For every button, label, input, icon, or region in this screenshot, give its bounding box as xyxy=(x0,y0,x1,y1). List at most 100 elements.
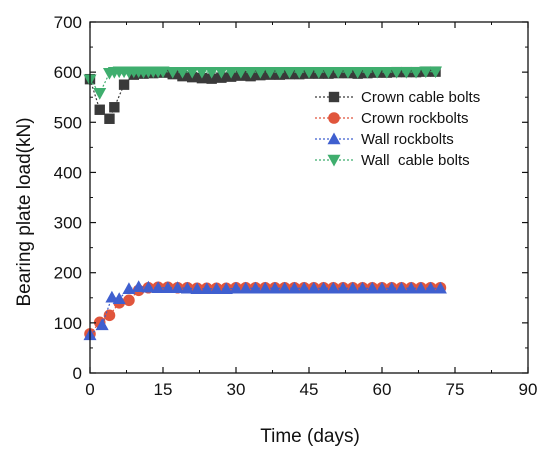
series-triangle-up xyxy=(83,280,447,341)
data-point xyxy=(433,281,447,294)
data-point xyxy=(292,66,306,79)
data-point xyxy=(95,318,109,331)
data-point xyxy=(409,66,423,79)
data-point xyxy=(195,66,209,79)
series-triangle-down xyxy=(83,66,443,100)
labels-layer: Time (days) Bearing plate load(kN) xyxy=(14,117,360,447)
data-point xyxy=(356,281,370,294)
data-point xyxy=(375,281,389,294)
data-point xyxy=(122,282,136,294)
data-point xyxy=(321,66,335,79)
data-point xyxy=(161,281,175,293)
y-tick-label: 200 xyxy=(54,264,82,283)
data-point xyxy=(123,294,135,307)
x-tick-label: 0 xyxy=(85,380,94,399)
legend-label: Wall cable bolts xyxy=(361,152,470,169)
data-point xyxy=(419,66,433,79)
data-point xyxy=(283,66,297,79)
data-point xyxy=(390,66,404,79)
data-point xyxy=(185,66,199,79)
legend-marker xyxy=(328,112,340,124)
data-point xyxy=(297,281,311,294)
data-point xyxy=(278,281,292,294)
y-tick-label: 700 xyxy=(54,13,82,32)
data-point xyxy=(112,292,126,304)
data-point xyxy=(214,66,228,79)
data-point xyxy=(200,282,214,294)
data-point xyxy=(394,281,408,294)
data-point xyxy=(171,281,185,293)
x-tick-label: 75 xyxy=(446,380,465,399)
data-point xyxy=(326,281,340,294)
legend-label: Crown rockbolts xyxy=(361,110,469,127)
data-point xyxy=(175,66,189,79)
data-point xyxy=(429,66,443,79)
data-point xyxy=(224,66,238,79)
data-point xyxy=(341,66,355,79)
data-point xyxy=(206,73,217,84)
legend-marker xyxy=(327,132,341,145)
y-tick-label: 400 xyxy=(54,163,82,182)
y-tick-label: 600 xyxy=(54,63,82,82)
data-point xyxy=(365,281,379,294)
data-point xyxy=(105,290,119,303)
data-point xyxy=(302,66,316,79)
legend-marker xyxy=(327,154,341,167)
axes-layer: 0 15 30 45 60 75 90 0 100 200 300 400 500 600 700 xyxy=(54,13,538,399)
data-point xyxy=(190,282,204,294)
data-point xyxy=(331,66,345,79)
data-point xyxy=(268,281,282,294)
legend-marker xyxy=(328,91,340,103)
legend-label: Crown cable bolts xyxy=(361,89,480,106)
data-point xyxy=(399,66,413,79)
y-tick-label: 500 xyxy=(54,113,82,132)
x-tick-label: 60 xyxy=(373,380,392,399)
data-point xyxy=(244,66,258,79)
data-point xyxy=(205,66,219,79)
data-point xyxy=(424,281,438,294)
data-point xyxy=(229,281,243,294)
data-point xyxy=(404,281,418,294)
data-point xyxy=(336,281,350,294)
series-layer xyxy=(83,66,447,341)
y-tick-label: 100 xyxy=(54,314,82,333)
data-point xyxy=(141,280,155,293)
y-tick-label: 300 xyxy=(54,214,82,233)
x-tick-label: 30 xyxy=(227,380,246,399)
data-point xyxy=(370,66,384,79)
data-point xyxy=(351,66,365,79)
data-point xyxy=(239,281,253,294)
data-point xyxy=(219,282,233,294)
data-point xyxy=(380,66,394,79)
data-point xyxy=(210,282,224,294)
data-point xyxy=(263,66,277,79)
legend-label: Wall rockbolts xyxy=(361,131,454,148)
x-tick-label: 90 xyxy=(519,380,538,399)
data-point xyxy=(346,281,360,294)
data-point xyxy=(94,104,105,115)
data-point xyxy=(253,66,267,79)
data-point xyxy=(166,66,180,79)
data-point xyxy=(234,66,248,79)
data-point xyxy=(104,113,115,124)
data-point xyxy=(273,66,287,79)
data-point xyxy=(180,281,194,294)
data-point xyxy=(109,102,120,113)
data-point xyxy=(385,281,399,294)
data-point xyxy=(248,281,262,294)
data-point xyxy=(317,281,331,294)
data-point xyxy=(312,66,326,79)
x-tick-label: 45 xyxy=(300,380,319,399)
data-point xyxy=(132,280,146,292)
series-line xyxy=(89,71,436,95)
y-tick-label: 0 xyxy=(73,364,82,383)
legend: Crown cable bolts Crown rockbolts Wall roc… xyxy=(315,89,480,169)
data-point xyxy=(287,281,301,294)
data-point xyxy=(156,66,170,79)
data-point xyxy=(307,281,321,294)
data-point xyxy=(414,281,428,294)
data-point xyxy=(118,79,130,90)
data-point xyxy=(258,281,272,294)
data-point xyxy=(151,281,165,293)
